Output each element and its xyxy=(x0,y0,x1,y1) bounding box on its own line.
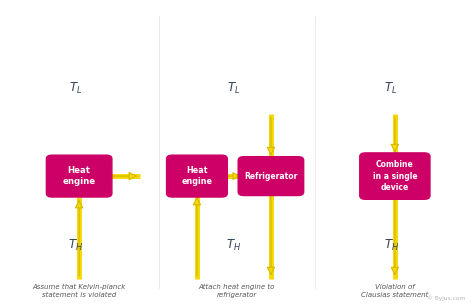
FancyBboxPatch shape xyxy=(238,157,304,195)
Text: Refrigerator: Refrigerator xyxy=(244,171,298,181)
Text: Violation of
Clausias statement: Violation of Clausias statement xyxy=(361,284,428,298)
Text: Heat
engine: Heat engine xyxy=(182,166,212,186)
Text: $T_L$: $T_L$ xyxy=(227,81,240,96)
Text: $T_H$: $T_H$ xyxy=(383,238,399,253)
Text: $T_L$: $T_L$ xyxy=(69,81,82,96)
Text: $T_H$: $T_H$ xyxy=(226,238,241,253)
Text: Combine
in a single
device: Combine in a single device xyxy=(373,161,417,192)
FancyBboxPatch shape xyxy=(360,153,430,199)
Text: $T_L$: $T_L$ xyxy=(384,81,398,96)
Text: Attach heat engine to
refrigerator: Attach heat engine to refrigerator xyxy=(199,283,275,298)
FancyBboxPatch shape xyxy=(166,155,228,197)
Text: Assume that Kelvin-planck
statement is violated: Assume that Kelvin-planck statement is v… xyxy=(33,284,126,298)
FancyBboxPatch shape xyxy=(46,155,112,197)
Text: © Byjus.com: © Byjus.com xyxy=(427,295,465,301)
Text: Heat
engine: Heat engine xyxy=(63,166,96,186)
Text: $T_H$: $T_H$ xyxy=(68,238,83,253)
